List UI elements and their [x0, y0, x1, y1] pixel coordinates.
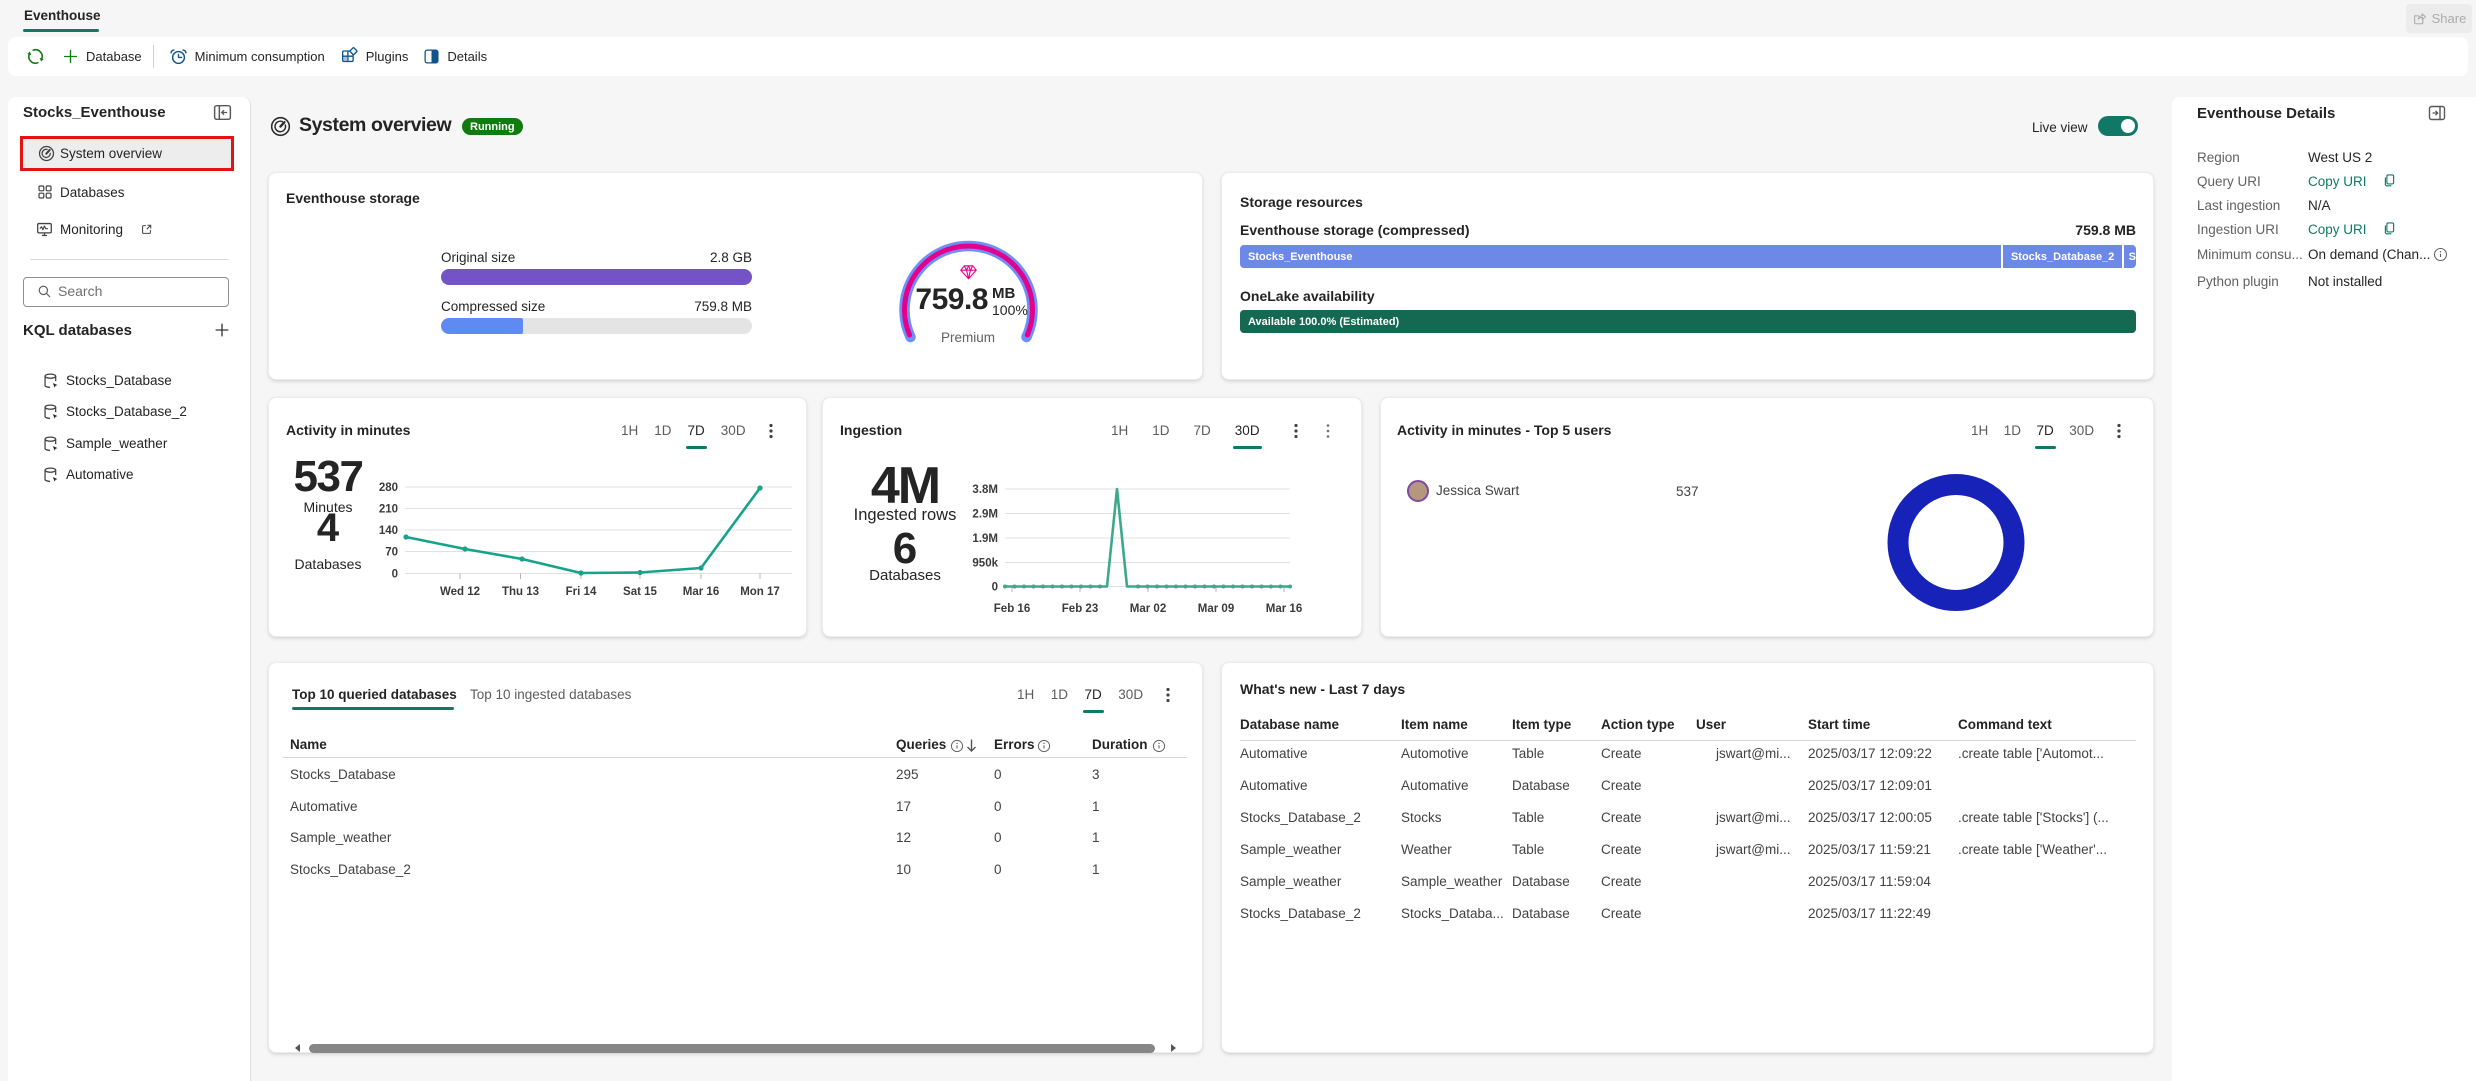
svg-text:280: 280 [379, 482, 398, 494]
svg-text:Mar 02: Mar 02 [1130, 603, 1166, 615]
svg-text:Mon 17: Mon 17 [740, 586, 780, 598]
svg-text:0: 0 [392, 569, 398, 581]
svg-text:70: 70 [385, 547, 398, 559]
svg-text:Feb 16: Feb 16 [994, 603, 1030, 615]
svg-text:0: 0 [992, 582, 998, 594]
svg-text:140: 140 [379, 525, 398, 537]
svg-text:Feb 23: Feb 23 [1062, 603, 1098, 615]
svg-text:Sat 15: Sat 15 [623, 586, 657, 598]
svg-text:Mar 09: Mar 09 [1198, 603, 1234, 615]
svg-text:Mar 16: Mar 16 [1266, 603, 1302, 615]
svg-text:Thu 13: Thu 13 [502, 586, 539, 598]
svg-text:950k: 950k [972, 558, 998, 570]
svg-text:Mar 16: Mar 16 [683, 586, 719, 598]
svg-text:210: 210 [379, 504, 398, 516]
svg-text:Wed 12: Wed 12 [440, 586, 480, 598]
svg-text:Fri 14: Fri 14 [566, 586, 597, 598]
svg-text:3.8M: 3.8M [972, 484, 998, 496]
svg-text:2.9M: 2.9M [972, 509, 998, 521]
svg-text:1.9M: 1.9M [972, 533, 998, 545]
